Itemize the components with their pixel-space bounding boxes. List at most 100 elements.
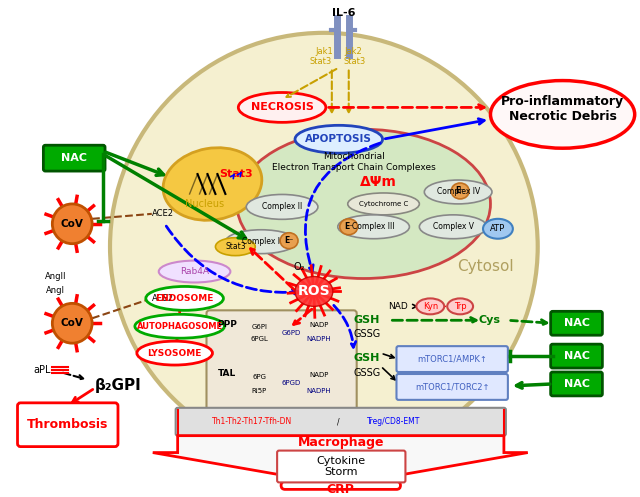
Text: CRP: CRP [327,483,355,496]
FancyBboxPatch shape [281,482,401,490]
Ellipse shape [295,276,333,306]
Ellipse shape [137,341,212,365]
Text: Complex IV: Complex IV [436,187,480,196]
Ellipse shape [264,338,318,384]
FancyBboxPatch shape [396,374,508,400]
Text: Mitochondrial
Electron Transport Chain Complexes: Mitochondrial Electron Transport Chain C… [272,153,436,172]
FancyBboxPatch shape [550,344,602,368]
Text: ACE2: ACE2 [152,209,174,218]
Ellipse shape [348,193,419,215]
Text: AUTOPHAGOSOME: AUTOPHAGOSOME [136,322,223,331]
Text: ROS: ROS [298,284,330,298]
Text: NAC: NAC [61,153,87,163]
Text: E⁻: E⁻ [344,222,353,231]
Text: APOPTOSIS: APOPTOSIS [305,134,372,144]
Text: Kyn: Kyn [422,302,438,311]
Text: NADPH: NADPH [307,388,332,394]
Text: Trp: Trp [454,302,467,311]
Text: NECROSIS: NECROSIS [251,102,314,112]
Text: Jak1: Jak1 [315,47,333,56]
Text: Stat3: Stat3 [225,242,246,251]
Ellipse shape [280,233,298,248]
Ellipse shape [146,286,223,310]
Text: LYSOSOME: LYSOSOME [147,348,202,358]
Text: 6PG: 6PG [252,374,266,380]
Text: PPP: PPP [218,320,237,329]
Text: Complex II: Complex II [262,202,302,211]
Text: NADPH: NADPH [307,336,332,342]
Text: Cytokine
Storm: Cytokine Storm [316,456,365,477]
Ellipse shape [447,298,473,314]
Ellipse shape [163,148,262,220]
Text: Cys: Cys [479,315,501,325]
Text: G6PD: G6PD [282,330,301,336]
Text: GSH: GSH [353,353,380,363]
Text: NADP: NADP [309,372,328,378]
FancyBboxPatch shape [550,372,602,396]
Ellipse shape [52,204,92,244]
Ellipse shape [238,92,326,122]
Ellipse shape [237,129,490,278]
Text: Cytosol: Cytosol [457,259,513,274]
Ellipse shape [135,314,225,338]
Text: /: / [337,417,340,426]
Ellipse shape [246,194,318,219]
Text: AngII: AngII [45,272,66,281]
Ellipse shape [159,260,230,282]
Polygon shape [153,436,528,486]
Ellipse shape [338,215,410,239]
Ellipse shape [216,238,255,255]
Ellipse shape [483,219,513,239]
Text: CoV: CoV [61,318,84,328]
Text: Macrophage: Macrophage [298,436,384,449]
Ellipse shape [110,33,538,461]
Text: NAC: NAC [563,318,589,328]
Text: Complex I: Complex I [242,237,280,246]
Text: Complex V: Complex V [433,222,474,231]
Text: Rab4A: Rab4A [180,267,209,276]
Text: E⁻: E⁻ [456,186,465,195]
Text: aPL: aPL [34,365,51,375]
Ellipse shape [295,125,383,153]
Text: Cytochrome C: Cytochrome C [359,201,408,207]
Text: mTORC1/TORC2↑: mTORC1/TORC2↑ [415,382,490,392]
Text: NAD: NAD [388,302,408,311]
Text: NAC: NAC [563,379,589,389]
FancyBboxPatch shape [396,346,508,372]
Text: Stat3: Stat3 [220,169,253,179]
Text: ENDOSOME: ENDOSOME [156,294,214,303]
Text: ΔΨm: ΔΨm [360,175,397,189]
Text: Stat3: Stat3 [344,57,366,66]
FancyBboxPatch shape [277,451,405,483]
Text: mTORC1/AMPK↑: mTORC1/AMPK↑ [417,354,487,364]
Text: ATP: ATP [490,224,506,233]
FancyBboxPatch shape [175,408,506,436]
Ellipse shape [419,215,487,239]
FancyBboxPatch shape [550,311,602,335]
Text: NADP: NADP [309,322,328,328]
Text: Nucleus: Nucleus [185,199,224,209]
Ellipse shape [417,298,444,314]
Text: GSSG: GSSG [353,368,380,378]
Text: 6PGL: 6PGL [250,336,268,342]
FancyBboxPatch shape [207,310,356,421]
Text: AngI: AngI [46,286,65,295]
Text: GSH: GSH [353,315,380,325]
Text: E⁻: E⁻ [284,236,294,245]
Text: IL-6: IL-6 [332,8,355,18]
Text: Complex III: Complex III [353,222,395,231]
Text: 6PGD: 6PGD [282,380,301,386]
Ellipse shape [490,81,635,148]
Text: Jak2: Jak2 [345,47,363,56]
Text: TAL: TAL [218,368,237,378]
Text: ACE2: ACE2 [152,294,174,303]
FancyBboxPatch shape [17,403,118,447]
Text: Pro-inflammatory
Necrotic Debris: Pro-inflammatory Necrotic Debris [501,95,624,123]
Text: Ri5P: Ri5P [252,388,267,394]
Text: Stat3: Stat3 [310,57,332,66]
Text: NAC: NAC [563,351,589,361]
Text: β₂GPI: β₂GPI [95,378,141,394]
Ellipse shape [451,183,469,199]
Ellipse shape [340,219,358,235]
Text: Treg/CD8-EMT: Treg/CD8-EMT [367,417,420,426]
